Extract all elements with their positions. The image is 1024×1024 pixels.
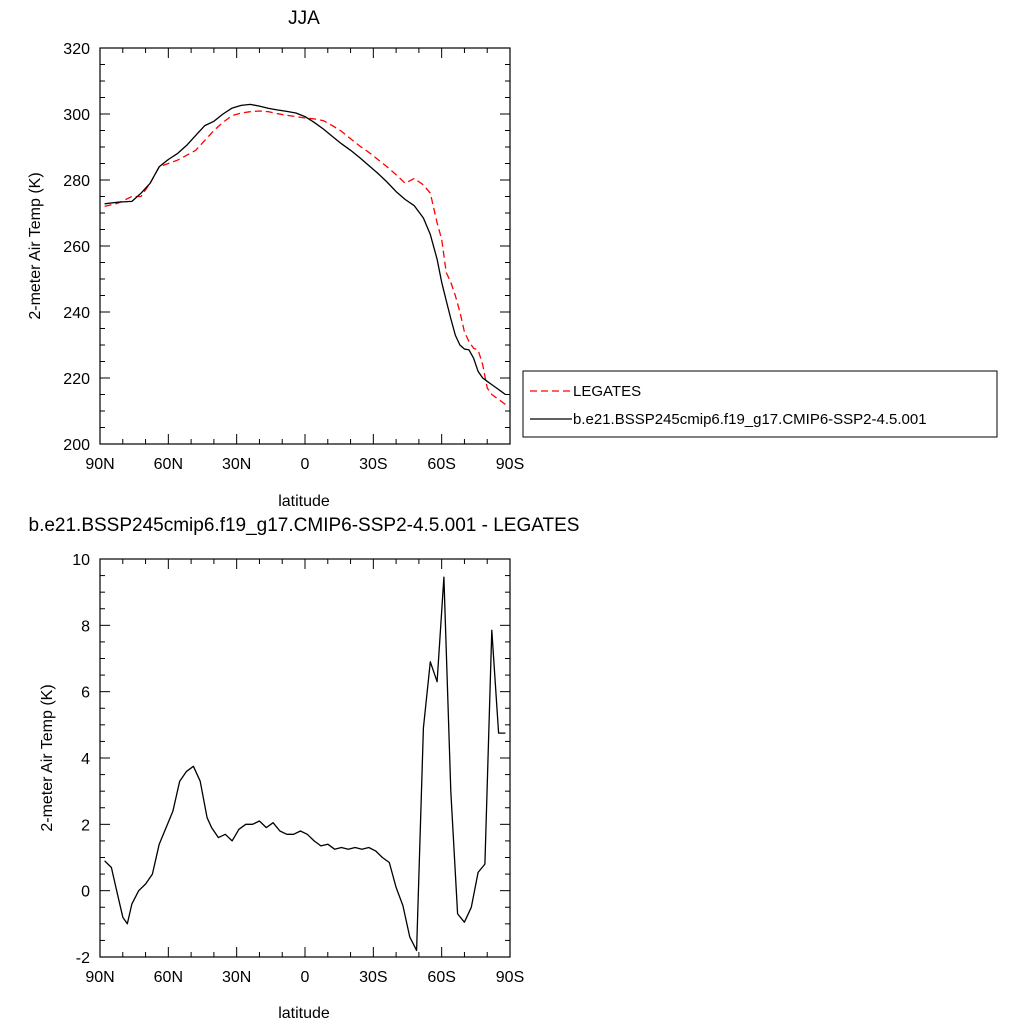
x-tick-label: 90N [85, 969, 114, 986]
bottom-plot-frame [99, 558, 511, 958]
y-tick-label: 260 [63, 239, 90, 256]
x-tick-label: 30S [359, 456, 387, 473]
x-tick-label: 30N [222, 456, 251, 473]
series-line-legates [104, 110, 506, 405]
y-tick-label: 0 [81, 884, 90, 901]
y-tick-label: 220 [63, 371, 90, 388]
top-panel: JJA 90N 60N 30N 0 30S 60S 90S 200 220 240 260 280 30… [27, 8, 998, 510]
y-tick-label: -2 [76, 950, 90, 967]
x-tick-label: 0 [301, 969, 310, 986]
legend-label-model: b.e21.BSSP245cmip6.f19_g17.CMIP6-SSP2-4.… [573, 411, 927, 428]
x-tick-label: 30N [222, 969, 251, 986]
series-line-model [104, 103, 506, 396]
x-tick-label: 90S [496, 969, 524, 986]
x-tick-label: 30S [359, 969, 387, 986]
top-tick-marks [99, 47, 511, 445]
bottom-tick-marks [99, 558, 511, 958]
y-tick-label: 200 [63, 437, 90, 454]
top-x-axis-label: latitude [278, 493, 330, 510]
bottom-chart-title: b.e21.BSSP245cmip6.f19_g17.CMIP6-SSP2-4.… [29, 515, 580, 536]
difference-series-line [104, 576, 506, 952]
bottom-y-axis-label: 2-meter Air Temp (K) [39, 684, 56, 831]
top-series-lines [104, 103, 506, 405]
top-chart-title: JJA [288, 8, 320, 29]
x-tick-label: 60S [427, 969, 455, 986]
y-tick-label: 280 [63, 173, 90, 190]
x-tick-label: 60S [427, 456, 455, 473]
bottom-series-lines [104, 576, 506, 952]
legend: LEGATES b.e21.BSSP245cmip6.f19_g17.CMIP6… [522, 370, 998, 438]
y-tick-label: 6 [81, 685, 90, 702]
y-tick-label: 320 [63, 41, 90, 58]
y-tick-label: 240 [63, 305, 90, 322]
x-tick-label: 0 [301, 456, 310, 473]
x-tick-label: 60N [154, 969, 183, 986]
legend-box [522, 370, 998, 438]
bottom-panel: b.e21.BSSP245cmip6.f19_g17.CMIP6-SSP2-4.… [29, 515, 580, 1022]
y-tick-label: 4 [81, 751, 90, 768]
y-tick-label: 300 [63, 107, 90, 124]
y-tick-label: 10 [72, 552, 90, 569]
top-y-axis-label: 2-meter Air Temp (K) [27, 172, 44, 319]
x-tick-label: 60N [154, 456, 183, 473]
top-plot-frame [99, 47, 511, 445]
bottom-tick-labels: 90N 60N 30N 0 30S 60S 90S -2 0 2 4 6 8 10 [72, 552, 524, 986]
y-tick-label: 2 [81, 817, 90, 834]
bottom-x-axis-label: latitude [278, 1005, 330, 1022]
y-tick-label: 8 [81, 618, 90, 635]
x-tick-label: 90S [496, 456, 524, 473]
x-tick-label: 90N [85, 456, 114, 473]
legend-label-legates: LEGATES [573, 383, 641, 400]
top-tick-labels: 90N 60N 30N 0 30S 60S 90S 200 220 240 260 280 300 320 [63, 41, 524, 473]
